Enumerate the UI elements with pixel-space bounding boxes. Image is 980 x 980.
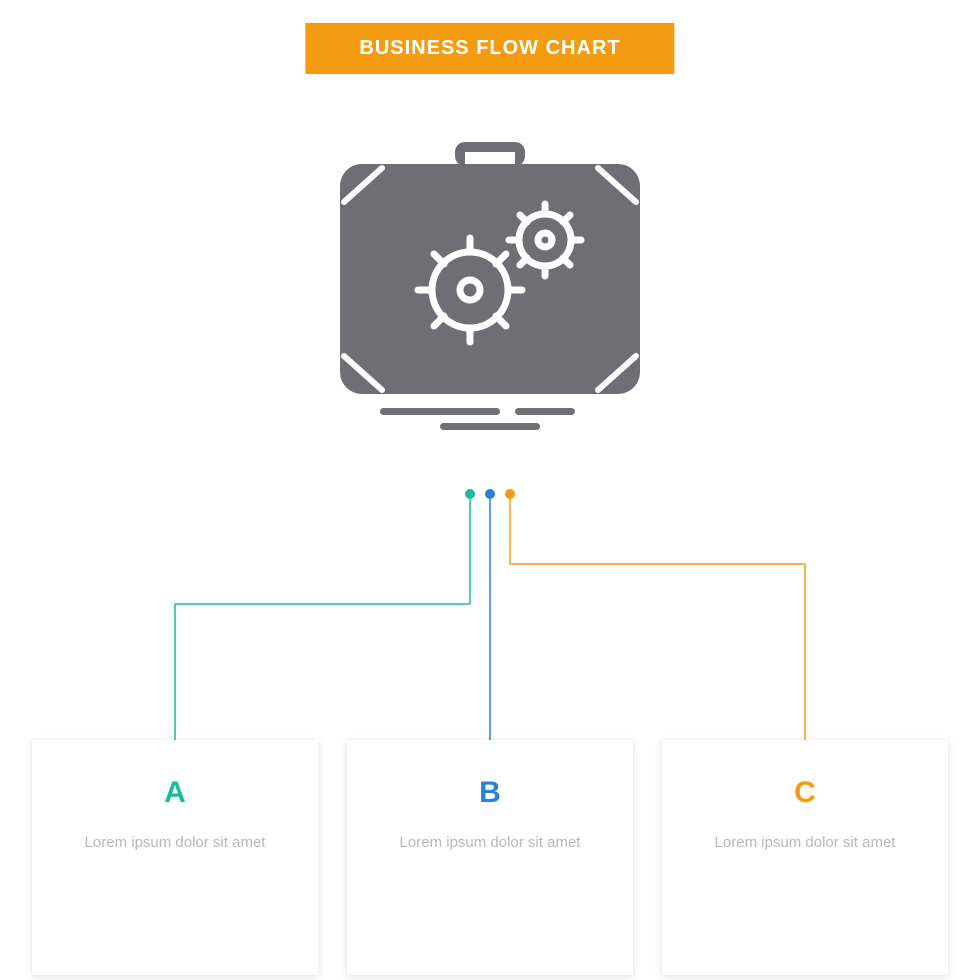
option-letter: C	[662, 776, 948, 810]
option-body: Lorem ipsum dolor sit amet	[662, 832, 948, 855]
option-letter: A	[32, 776, 318, 810]
option-body: Lorem ipsum dolor sit amet	[32, 832, 318, 855]
option-letter: B	[347, 776, 633, 810]
option-card-c: C Lorem ipsum dolor sit amet	[662, 740, 948, 975]
option-card-a: A Lorem ipsum dolor sit amet	[32, 740, 318, 975]
option-body: Lorem ipsum dolor sit amet	[347, 832, 633, 855]
page-title: BUSINESS FLOW CHART	[305, 23, 674, 74]
option-card-b: B Lorem ipsum dolor sit amet	[347, 740, 633, 975]
briefcase-gears-icon	[320, 140, 660, 430]
